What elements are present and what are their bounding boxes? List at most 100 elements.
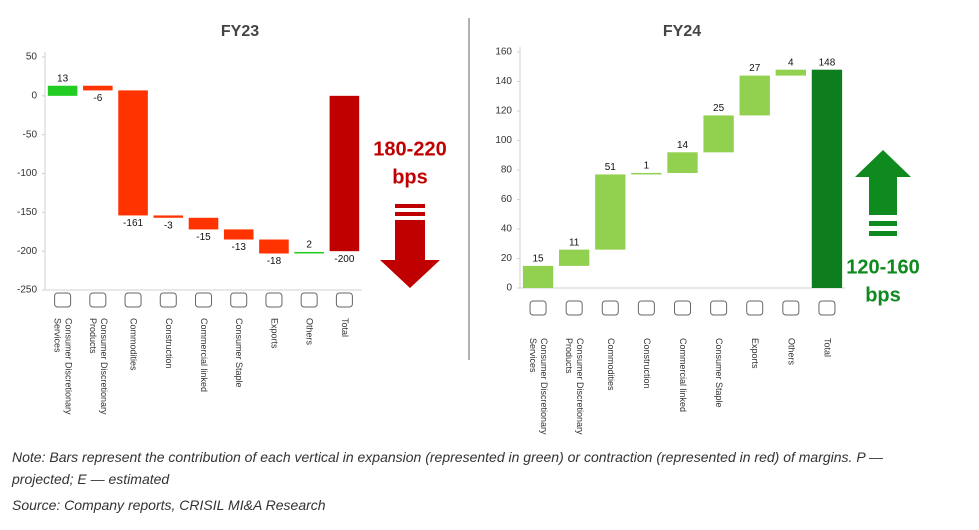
data-label: 4 (788, 57, 794, 68)
bar (294, 251, 324, 254)
x-tick-label: Others (786, 338, 797, 366)
category-icon (195, 292, 212, 308)
bar (631, 172, 662, 175)
data-label: 14 (677, 140, 689, 151)
x-tick-label: Consumer Staple (234, 318, 245, 388)
category-icon (529, 300, 547, 316)
bar (775, 69, 806, 76)
bar (329, 95, 360, 252)
data-label: 27 (749, 63, 761, 74)
x-tick-label: Consumer Discretionary Products (87, 318, 109, 415)
bar (703, 115, 734, 153)
category-icon (230, 292, 248, 308)
x-tick-label: Consumer Discretionary Services (52, 318, 74, 415)
data-label: -3 (164, 220, 173, 231)
annotation: 180-220 (373, 138, 446, 160)
annotation: bps (865, 284, 901, 306)
y-tick-label: 160 (495, 47, 512, 58)
x-tick-label: Construction (641, 338, 652, 389)
x-tick-label: Others (304, 318, 315, 346)
arrow-bar (395, 212, 425, 216)
y-tick-label: -200 (17, 246, 37, 257)
x-tick-label: Consumer Discretionary Products (564, 338, 586, 435)
arrow-bar (869, 231, 897, 236)
data-label: 13 (57, 73, 69, 84)
data-label: 2 (306, 240, 312, 251)
category-icon (637, 300, 655, 316)
bar (83, 85, 113, 91)
data-label: -15 (196, 232, 211, 243)
annotation: 120-160 (846, 256, 919, 278)
y-tick-label: -250 (17, 285, 37, 296)
data-label: -18 (267, 256, 282, 267)
data-label: 11 (569, 237, 580, 248)
y-tick-label: 60 (501, 194, 513, 205)
bar (739, 75, 770, 116)
data-label: 51 (605, 162, 617, 173)
note: Note: Bars represent the contribution of… (12, 449, 884, 487)
arrow-bar (869, 221, 897, 226)
category-icon (601, 300, 619, 316)
x-tick-label: Consumer Discretionary Services (528, 338, 550, 435)
charts: FY23 50 0 -50 -100 -150 -200 -250 13 -6 -161 -3 -15 -… (17, 18, 920, 360)
data-label: -13 (231, 242, 246, 253)
category-icon (54, 292, 72, 308)
x-tick-label: Commodities (605, 338, 616, 391)
x-tick-label: Total (339, 318, 350, 338)
bar (223, 229, 254, 240)
x-tick-label: Commercial linked (199, 318, 209, 393)
x-tick-label: Commercial linked (678, 338, 688, 413)
bar (153, 215, 184, 218)
bar (47, 85, 78, 96)
category-icon (159, 292, 177, 308)
bar (595, 174, 626, 250)
x-tick-label: Exports (750, 338, 761, 369)
annotation: bps (392, 166, 428, 188)
category-icon (565, 300, 583, 316)
data-label: 1 (644, 161, 650, 172)
y-tick-label: -150 (17, 207, 37, 218)
data-label: 25 (713, 103, 725, 114)
arrow-bar (395, 204, 425, 208)
bar (259, 239, 289, 254)
y-tick-label: 20 (501, 253, 513, 264)
category-icon (335, 292, 353, 308)
data-label: 15 (532, 254, 544, 265)
bar (811, 69, 843, 288)
bar (188, 217, 219, 230)
data-label: 148 (819, 57, 836, 68)
category-icon (89, 292, 107, 308)
y-tick-label: -100 (17, 168, 37, 179)
x-tick-label: Commodities (128, 318, 139, 371)
bar (559, 249, 590, 266)
chart-title: FY23 (221, 23, 259, 40)
source: Source: Company reports, CRISIL MI&A Res… (12, 497, 326, 513)
data-label: -200 (334, 254, 354, 265)
chart-title: FY24 (663, 23, 701, 40)
y-tick-label: -50 (23, 129, 38, 140)
bar (667, 152, 698, 173)
y-tick-label: 140 (495, 76, 512, 87)
category-icon (674, 300, 691, 316)
x-tick-label: Total (822, 338, 833, 358)
bar (522, 265, 554, 288)
category-icon (746, 300, 764, 316)
y-tick-label: 0 (31, 90, 37, 101)
category-icon (300, 292, 318, 308)
category-icon (818, 300, 836, 316)
data-label: -6 (93, 93, 102, 104)
category-icon (265, 292, 283, 308)
y-tick-label: 120 (495, 106, 512, 117)
x-tick-label: Consumer Staple (714, 338, 725, 408)
y-tick-label: 40 (501, 224, 513, 235)
x-tick-label: Construction (163, 318, 174, 369)
y-tick-label: 100 (495, 135, 512, 146)
y-tick-label: 80 (501, 165, 513, 176)
x-tick-label: Exports (269, 318, 280, 349)
category-icon (710, 300, 728, 316)
arrow (855, 150, 911, 215)
category-icon (124, 292, 142, 308)
bar (118, 90, 148, 216)
data-label: -161 (123, 218, 143, 229)
